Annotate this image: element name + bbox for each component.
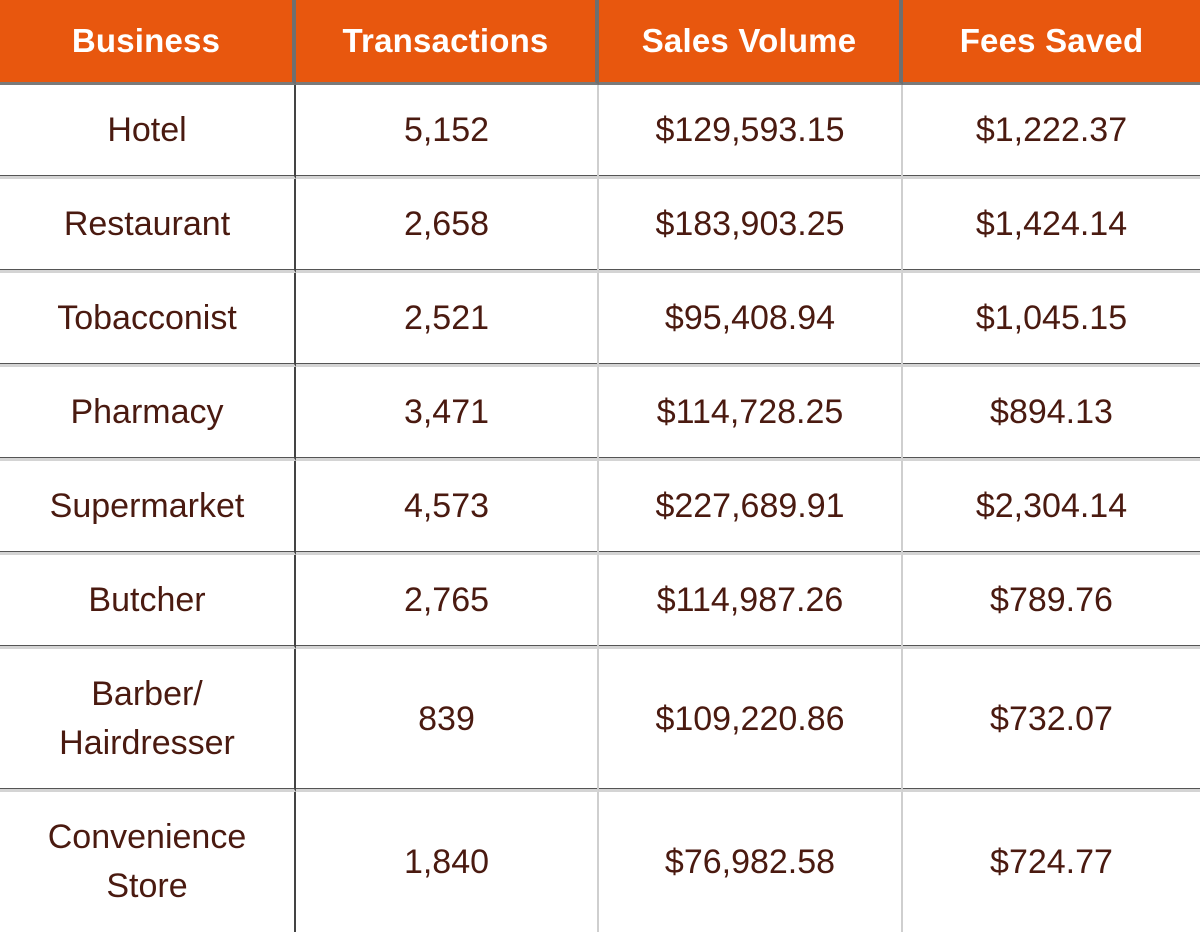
cell-business: Hotel — [0, 85, 296, 179]
table-row: Barber/ Hairdresser 839 $109,220.86 $732… — [0, 649, 1200, 792]
column-header-sales-volume: Sales Volume — [599, 0, 903, 85]
cell-sales-volume: $95,408.94 — [599, 273, 903, 367]
cell-fees-saved: $1,045.15 — [903, 273, 1200, 367]
cell-business-text: Convenience Store — [47, 818, 247, 905]
column-header-business: Business — [0, 0, 296, 85]
cell-fees-saved: $732.07 — [903, 649, 1200, 792]
cell-sales-volume: $129,593.15 — [599, 85, 903, 179]
cell-fees-saved: $1,424.14 — [903, 179, 1200, 273]
cell-sales-volume: $109,220.86 — [599, 649, 903, 792]
cell-transactions: 2,765 — [296, 555, 599, 649]
table-row: Tobacconist 2,521 $95,408.94 $1,045.15 — [0, 273, 1200, 367]
cell-fees-saved: $2,304.14 — [903, 461, 1200, 555]
table-row: Supermarket 4,573 $227,689.91 $2,304.14 — [0, 461, 1200, 555]
cell-sales-volume: $114,987.26 — [599, 555, 903, 649]
cell-transactions: 1,840 — [296, 792, 599, 932]
table-row: Hotel 5,152 $129,593.15 $1,222.37 — [0, 85, 1200, 179]
cell-business: Tobacconist — [0, 273, 296, 367]
cell-sales-volume: $227,689.91 — [599, 461, 903, 555]
column-header-fees-saved: Fees Saved — [903, 0, 1200, 85]
table-row: Restaurant 2,658 $183,903.25 $1,424.14 — [0, 179, 1200, 273]
cell-sales-volume: $76,982.58 — [599, 792, 903, 932]
header-row: Business Transactions Sales Volume Fees … — [0, 0, 1200, 85]
cell-transactions: 839 — [296, 649, 599, 792]
cell-transactions: 2,521 — [296, 273, 599, 367]
cell-business: Barber/ Hairdresser — [0, 649, 296, 792]
cell-sales-volume: $183,903.25 — [599, 179, 903, 273]
cell-transactions: 4,573 — [296, 461, 599, 555]
cell-business-text: Barber/ Hairdresser — [59, 675, 235, 762]
cell-business: Restaurant — [0, 179, 296, 273]
table-row: Butcher 2,765 $114,987.26 $789.76 — [0, 555, 1200, 649]
cell-business: Convenience Store — [0, 792, 296, 932]
cell-fees-saved: $894.13 — [903, 367, 1200, 461]
table-body: Hotel 5,152 $129,593.15 $1,222.37 Restau… — [0, 85, 1200, 932]
cell-fees-saved: $789.76 — [903, 555, 1200, 649]
cell-transactions: 2,658 — [296, 179, 599, 273]
cell-business: Supermarket — [0, 461, 296, 555]
table-row: Convenience Store 1,840 $76,982.58 $724.… — [0, 792, 1200, 932]
cell-business: Pharmacy — [0, 367, 296, 461]
cell-fees-saved: $1,222.37 — [903, 85, 1200, 179]
cell-transactions: 5,152 — [296, 85, 599, 179]
cell-business: Butcher — [0, 555, 296, 649]
table-header: Business Transactions Sales Volume Fees … — [0, 0, 1200, 85]
cell-sales-volume: $114,728.25 — [599, 367, 903, 461]
table-row: Pharmacy 3,471 $114,728.25 $894.13 — [0, 367, 1200, 461]
cell-transactions: 3,471 — [296, 367, 599, 461]
column-header-transactions: Transactions — [296, 0, 599, 85]
cell-fees-saved: $724.77 — [903, 792, 1200, 932]
